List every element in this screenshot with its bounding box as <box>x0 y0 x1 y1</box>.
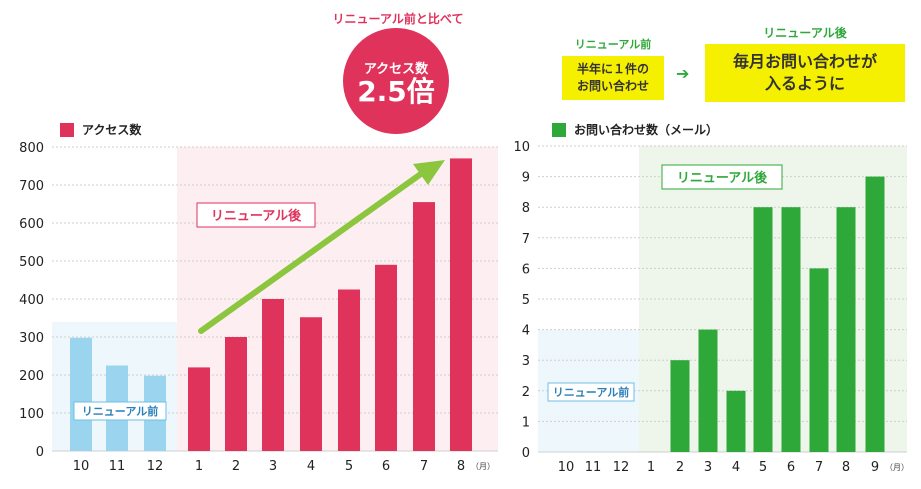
x-tick-label-c1: 5 <box>345 459 353 474</box>
bar-c1-10 <box>70 337 92 451</box>
bar-c1-7 <box>413 202 435 451</box>
y-tick-label-c1: 500 <box>19 255 44 270</box>
bar-c2-9 <box>865 176 885 452</box>
y-tick-label-c2: 5 <box>522 293 530 308</box>
bar-c1-4 <box>300 317 322 451</box>
bar-c2-3 <box>698 329 718 452</box>
x-tick-label-c1: 6 <box>382 459 390 474</box>
y-tick-label-c2: 7 <box>522 232 530 247</box>
bar-c1-1 <box>188 367 210 451</box>
x-tick-label-c1: 10 <box>73 459 90 474</box>
trend-arrow-line <box>198 168 428 334</box>
bar-c1-8 <box>450 158 472 451</box>
legend-access: アクセス数 <box>60 121 141 138</box>
trend-arrow-head <box>413 160 445 185</box>
access-ratio-badge: アクセス数 2.5倍 <box>343 28 449 134</box>
y-tick-label-c2: 10 <box>513 140 530 155</box>
after-caption: リニューアル後 <box>763 26 847 40</box>
x-tick-label-c2: 11 <box>585 460 602 475</box>
x-tick-label-c1: 3 <box>269 459 277 474</box>
y-tick-label-c1: 200 <box>19 369 44 384</box>
y-tick-label-c1: 600 <box>19 217 44 232</box>
x-tick-label-c2: 10 <box>558 460 575 475</box>
legend-swatch-access <box>60 122 74 137</box>
bar-c1-3 <box>262 299 284 451</box>
x-tick-label-c2: 9 <box>871 460 879 475</box>
y-tick-label-c2: 6 <box>522 262 530 277</box>
legend-label-inquiry: お問い合わせ数（メール） <box>574 123 719 137</box>
x-tick-label-c1: 4 <box>307 459 315 474</box>
x-tick-label-c2: 5 <box>759 460 767 475</box>
y-tick-label-c2: 3 <box>522 354 530 369</box>
x-tick-label-c2: 7 <box>815 460 823 475</box>
bar-c2-7 <box>809 268 829 452</box>
y-tick-label-c2: 4 <box>522 324 530 339</box>
y-tick-label-c1: 0 <box>36 445 44 460</box>
legend-label-access: アクセス数 <box>82 123 142 137</box>
badge-value: 2.5倍 <box>357 75 435 108</box>
before-box: 半年に１件の お問い合わせ <box>562 56 664 100</box>
x-unit-label-c2: （月） <box>885 463 909 472</box>
x-tick-label-c2: 8 <box>842 460 850 475</box>
legend-swatch-inquiry <box>552 122 566 137</box>
bar-c1-6 <box>375 264 397 451</box>
x-tick-label-c1: 7 <box>420 459 428 474</box>
legend-inquiry: お問い合わせ数（メール） <box>552 121 718 138</box>
x-tick-label-c1: 8 <box>457 459 465 474</box>
y-tick-label-c2: 9 <box>522 171 530 186</box>
y-tick-label-c1: 800 <box>19 141 44 156</box>
y-tick-label-c2: 1 <box>522 415 530 430</box>
x-unit-label-c1: （月） <box>471 462 495 471</box>
after-label-c1: リニューアル後 <box>211 208 302 224</box>
after-label-box-c1 <box>196 202 316 228</box>
x-tick-label-c2: 3 <box>704 460 712 475</box>
y-tick-label-c1: 300 <box>19 331 44 346</box>
x-tick-label-c1: 12 <box>147 459 164 474</box>
bar-c1-5 <box>338 289 360 451</box>
x-tick-label-c2: 2 <box>676 460 684 475</box>
before-label-box-c2 <box>547 382 635 402</box>
before-label-box-c1 <box>73 401 167 421</box>
bar-c1-2 <box>225 337 247 451</box>
bar-c2-5 <box>753 207 773 452</box>
x-tick-label-c2: 12 <box>613 460 630 475</box>
compare-note: リニューアル前と比べて <box>332 12 464 26</box>
y-tick-label-c1: 700 <box>19 179 44 194</box>
arrow-right-icon: ➔ <box>676 64 690 83</box>
x-tick-label-c2: 4 <box>732 460 740 475</box>
after-label-c2: リニューアル後 <box>677 170 768 186</box>
bar-c2-8 <box>836 207 856 452</box>
y-tick-label-c1: 400 <box>19 293 44 308</box>
y-tick-label-c1: 100 <box>19 407 44 422</box>
after-box: 毎月お問い合わせが 入るように <box>705 44 905 102</box>
before-label-c1: リニューアル前 <box>82 404 158 418</box>
before-caption: リニューアル前 <box>574 38 652 51</box>
x-tick-label-c1: 2 <box>232 459 240 474</box>
after-label-box-c2 <box>661 164 783 190</box>
bar-c2-2 <box>670 360 690 452</box>
y-tick-label-c2: 2 <box>522 385 530 400</box>
badge-label: アクセス数 <box>363 62 429 77</box>
y-tick-label-c2: 8 <box>522 201 530 216</box>
bar-c2-6 <box>781 207 801 452</box>
x-tick-label-c1: 11 <box>109 459 126 474</box>
before-label-c2: リニューアル前 <box>553 385 629 399</box>
x-tick-label-c2: 1 <box>647 460 655 475</box>
x-tick-label-c1: 1 <box>195 459 203 474</box>
bar-c2-4 <box>726 390 746 452</box>
y-tick-label-c2: 0 <box>522 446 530 461</box>
x-tick-label-c2: 6 <box>787 460 795 475</box>
